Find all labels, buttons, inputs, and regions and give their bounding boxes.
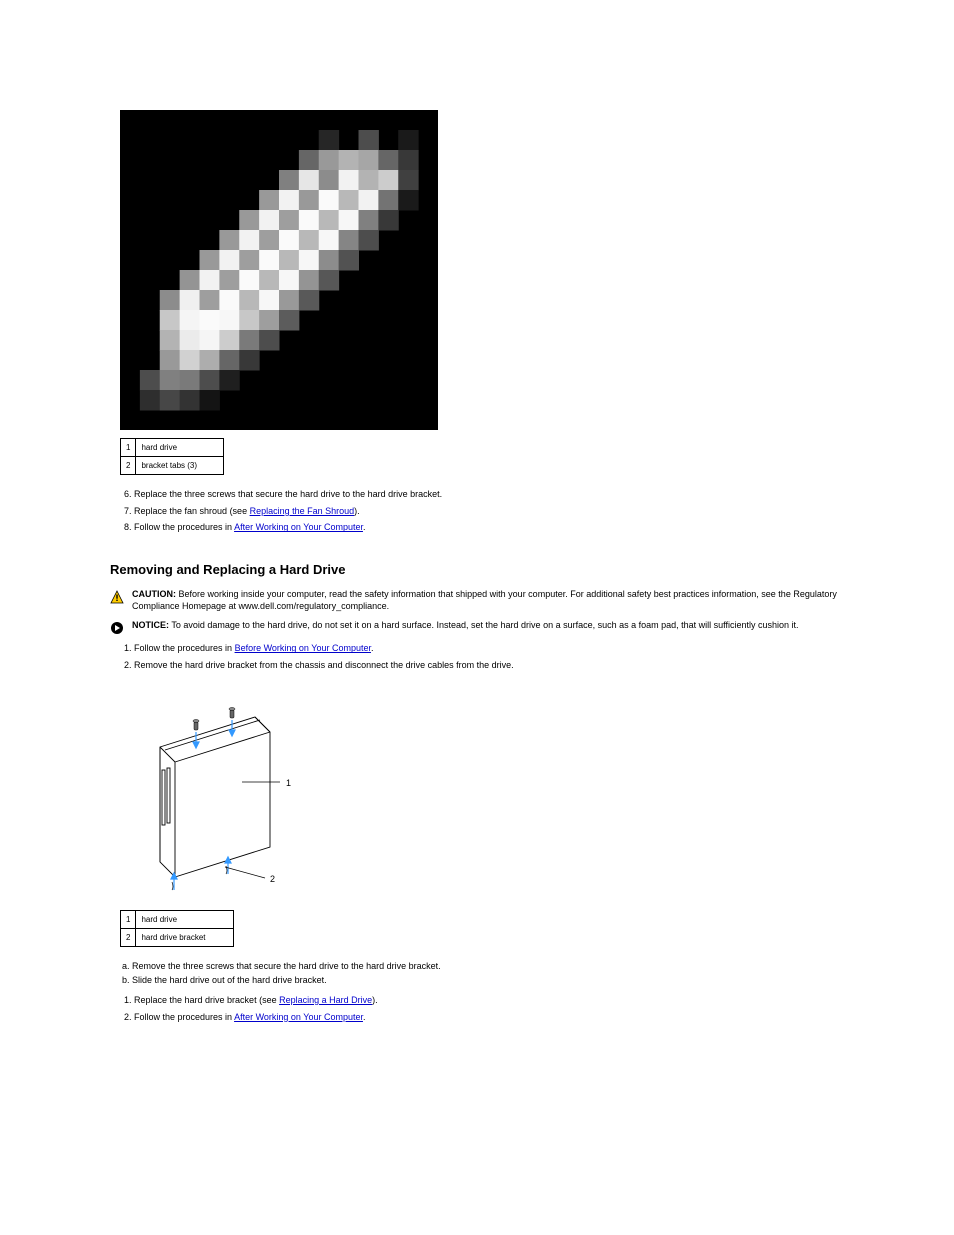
table-cell-num: 1 [121,439,136,457]
table-cell-label: hard drive [136,910,234,928]
table-cell-num: 2 [121,457,136,475]
table-cell-num: 2 [121,928,136,946]
cross-ref-link[interactable]: Before Working on Your Computer [235,643,371,653]
steps-list-3: Replace the hard drive bracket (see Repl… [110,995,864,1023]
hard-drive-bracket-diagram: 1 2 [130,692,864,892]
cross-ref-link[interactable]: Replacing a Hard Drive [279,995,372,1005]
notice-text: NOTICE: To avoid damage to the hard driv… [132,620,864,632]
steps-list-2: Follow the procedures in Before Working … [110,643,864,671]
callout-1-label: 1 [286,778,291,788]
pixelated-pencil-icon [120,110,864,430]
section-heading: Removing and Replacing a Hard Drive [110,562,864,577]
cross-ref-link[interactable]: After Working on Your Computer [234,522,363,532]
callout-table-2: 1hard drive2hard drive bracket [120,910,234,947]
cross-ref-link[interactable]: Replacing the Fan Shroud [250,506,355,516]
step-item: Follow the procedures in After Working o… [134,522,864,534]
table-cell-num: 1 [121,910,136,928]
step-item: Remove the hard drive bracket from the c… [134,660,864,672]
step-item: Follow the procedures in Before Working … [134,643,864,655]
step-item: Replace the hard drive bracket (see Repl… [134,995,864,1007]
table-cell-label: hard drive bracket [136,928,234,946]
step-item: Follow the procedures in After Working o… [134,1012,864,1024]
table-cell-label: hard drive [136,439,224,457]
notice-icon [110,621,124,635]
cross-ref-link[interactable]: After Working on Your Computer [234,1012,363,1022]
caution-row: CAUTION: Before working inside your comp… [110,589,864,612]
notice-row: NOTICE: To avoid damage to the hard driv… [110,620,864,635]
table-cell-label: bracket tabs (3) [136,457,224,475]
steps-list-1: Replace the three screws that secure the… [110,489,864,534]
step-item: Replace the three screws that secure the… [134,489,864,501]
caution-text: CAUTION: Before working inside your comp… [132,589,864,612]
callout-2-label: 2 [270,874,275,884]
callout-table-1: 1hard drive2bracket tabs (3) [120,438,224,475]
caution-icon [110,590,124,604]
substep-a: a. Remove the three screws that secure t… [122,961,864,971]
step-item: Replace the fan shroud (see Replacing th… [134,506,864,518]
substep-b: b. Slide the hard drive out of the hard … [122,975,864,985]
